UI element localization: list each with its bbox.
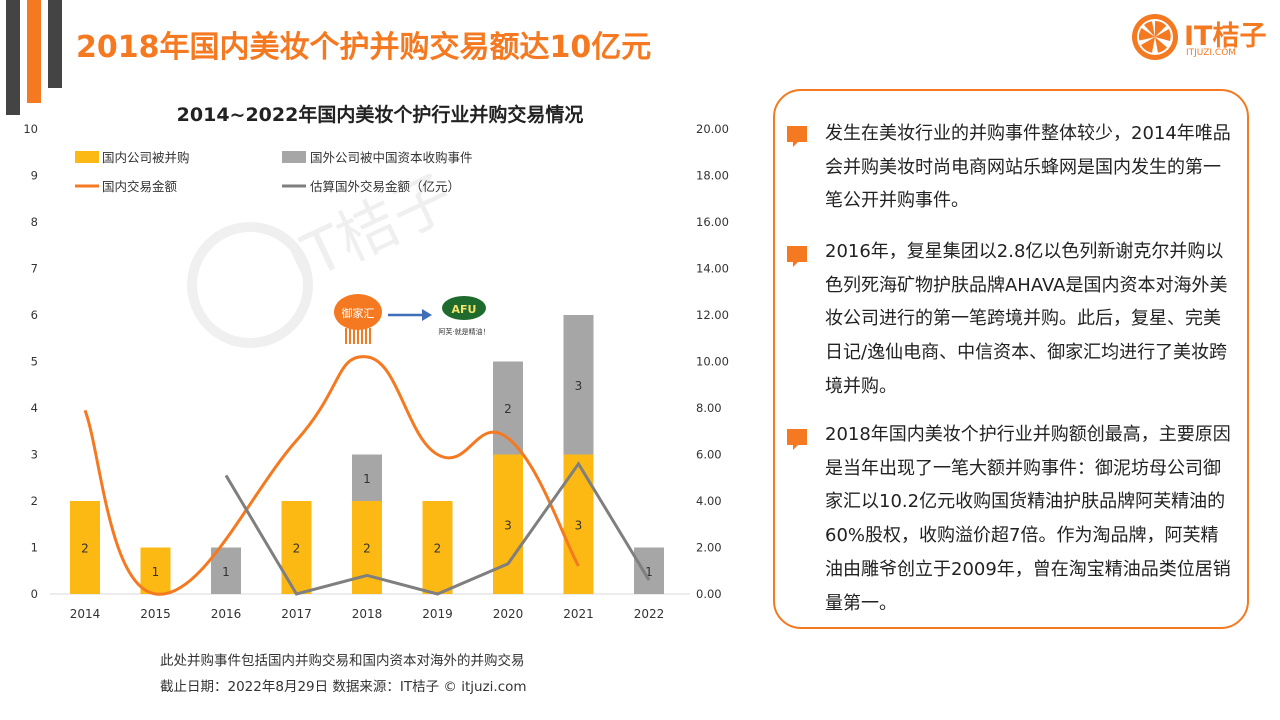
note-item: 2016年，复星集团以2.8亿以色列新谢克尔并购以色列死海矿物护肤品牌AHAVA… [825, 241, 1228, 397]
legend-swatch-foreign-bar [282, 151, 306, 163]
right-tick-label: 14.00 [696, 262, 729, 276]
x-tick-label: 2015 [140, 607, 171, 621]
bar-label: 2 [81, 542, 89, 556]
left-tick-label: 0 [31, 587, 38, 601]
chart-title: 2014~2022年国内美妆个护行业并购交易情况 [176, 104, 584, 126]
speech-bubble-icon [787, 126, 807, 147]
line-foreign-amount [224, 461, 651, 596]
bar-label: 2 [293, 542, 301, 556]
deal-annotation: 御家汇 AFU 阿芙·就是精油！ [334, 294, 490, 344]
left-tick-label: 4 [31, 401, 38, 415]
x-tick-label: 2020 [493, 607, 524, 621]
bars: 2 1 1 2 2 1 2 3 2 3 3 1 [70, 315, 664, 594]
left-tick-label: 8 [31, 215, 38, 229]
bar-label: 3 [504, 518, 512, 532]
target-name: AFU [452, 303, 477, 316]
arrow-right-icon [388, 309, 432, 321]
bar-label: 3 [575, 518, 583, 532]
right-tick-label: 10.00 [696, 355, 729, 369]
line-domestic-amount [83, 355, 580, 596]
bar-domestic [422, 501, 453, 594]
legend: 国内公司被并购 国外公司被中国资本收购事件 国内交易金额 估算国外交易金额（亿元… [75, 150, 473, 194]
bar-label: 2 [434, 542, 442, 556]
bar-label: 1 [222, 565, 230, 579]
afu-logo: AFU 阿芙·就是精油！ [438, 296, 490, 336]
legend-label-foreign-bar: 国外公司被中国资本收购事件 [310, 150, 473, 165]
footnote-scope: 此处并购事件包括国内并购交易和国内资本对海外的并购交易 [160, 653, 525, 669]
orange-slice-icon [1132, 14, 1178, 60]
bar-label: 1 [645, 565, 653, 579]
left-axis: 0 1 2 3 4 5 6 7 8 9 10 [23, 122, 38, 601]
bar-label: 1 [363, 472, 371, 486]
decor-bar-dark [6, 0, 20, 115]
left-tick-label: 5 [31, 355, 38, 369]
legend-label-foreign-line: 估算国外交易金额（亿元） [310, 179, 460, 194]
left-tick-label: 2 [31, 494, 38, 508]
right-tick-label: 18.00 [696, 169, 729, 183]
acquirer-name: 御家汇 [342, 306, 375, 320]
right-axis: 0.00 2.00 4.00 6.00 8.00 10.00 12.00 14.00 16.00… [696, 122, 729, 601]
yujiahui-logo: 御家汇 [334, 294, 382, 344]
left-tick-label: 3 [31, 448, 38, 462]
bar-foreign [563, 315, 594, 455]
bar-foreign [634, 547, 664, 594]
left-tick-label: 10 [23, 122, 38, 136]
bar-domestic [70, 501, 100, 594]
right-tick-label: 2.00 [696, 541, 722, 555]
bar-domestic [493, 454, 523, 594]
x-tick-label: 2014 [70, 607, 101, 621]
bar-label: 3 [575, 379, 583, 393]
decor-bar-dark [48, 0, 62, 88]
lines [83, 355, 651, 596]
logo-text: IT桔子 [1184, 21, 1267, 52]
right-tick-label: 20.00 [696, 122, 729, 136]
left-tick-label: 7 [31, 262, 38, 276]
x-tick-label: 2022 [634, 607, 665, 621]
legend-swatch-domestic-bar [75, 151, 99, 163]
itjuzi-logo: IT桔子 ITJUZI.COM [1130, 12, 1270, 62]
note-item: 2018年国内美妆个护行业并购额创最高，主要原因是当年出现了一笔大额并购事件：御… [825, 424, 1231, 614]
logo-subtext: ITJUZI.COM [1186, 48, 1237, 58]
x-axis: 2014 2015 2016 2017 2018 2019 2020 2021 2022 [70, 607, 665, 621]
right-tick-label: 4.00 [696, 494, 722, 508]
legend-label-domestic-bar: 国内公司被并购 [102, 150, 190, 165]
notes-panel: 发生在美妆行业的并购事件整体较少，2014年唯品会并购美妆时尚电商网站乐蜂网是国… [773, 89, 1249, 629]
bar-label: 2 [363, 542, 371, 556]
bar-foreign [211, 547, 241, 594]
bar-foreign [352, 454, 382, 501]
left-tick-label: 6 [31, 308, 38, 322]
legend-label-domestic-line: 国内交易金额 [102, 179, 178, 194]
x-tick-label: 2016 [211, 607, 242, 621]
target-tagline: 阿芙·就是精油！ [438, 327, 489, 336]
bar-label: 1 [152, 565, 160, 579]
footnote-source: 截止日期：2022年8月29日 数据来源：IT桔子 © itjuzi.com [160, 679, 527, 695]
right-tick-label: 6.00 [696, 448, 722, 462]
decor-bar-orange [27, 0, 41, 103]
right-tick-label: 12.00 [696, 308, 729, 322]
page-title: 2018年国内美妆个护并购交易额达10亿元 [76, 30, 652, 65]
speech-bubble-icon [787, 246, 807, 267]
x-tick-label: 2021 [563, 607, 594, 621]
x-tick-label: 2017 [281, 607, 312, 621]
bar-domestic [140, 547, 171, 594]
speech-bubble-icon [787, 429, 807, 450]
x-tick-label: 2019 [422, 607, 453, 621]
note-item: 发生在美妆行业的并购事件整体较少，2014年唯品会并购美妆时尚电商网站乐蜂网是国… [825, 123, 1231, 212]
right-tick-label: 0.00 [696, 587, 722, 601]
right-tick-label: 16.00 [696, 215, 729, 229]
left-tick-label: 1 [31, 541, 38, 555]
x-tick-label: 2018 [352, 607, 383, 621]
bar-label: 2 [504, 402, 512, 416]
right-tick-label: 8.00 [696, 401, 722, 415]
left-tick-label: 9 [31, 169, 38, 183]
